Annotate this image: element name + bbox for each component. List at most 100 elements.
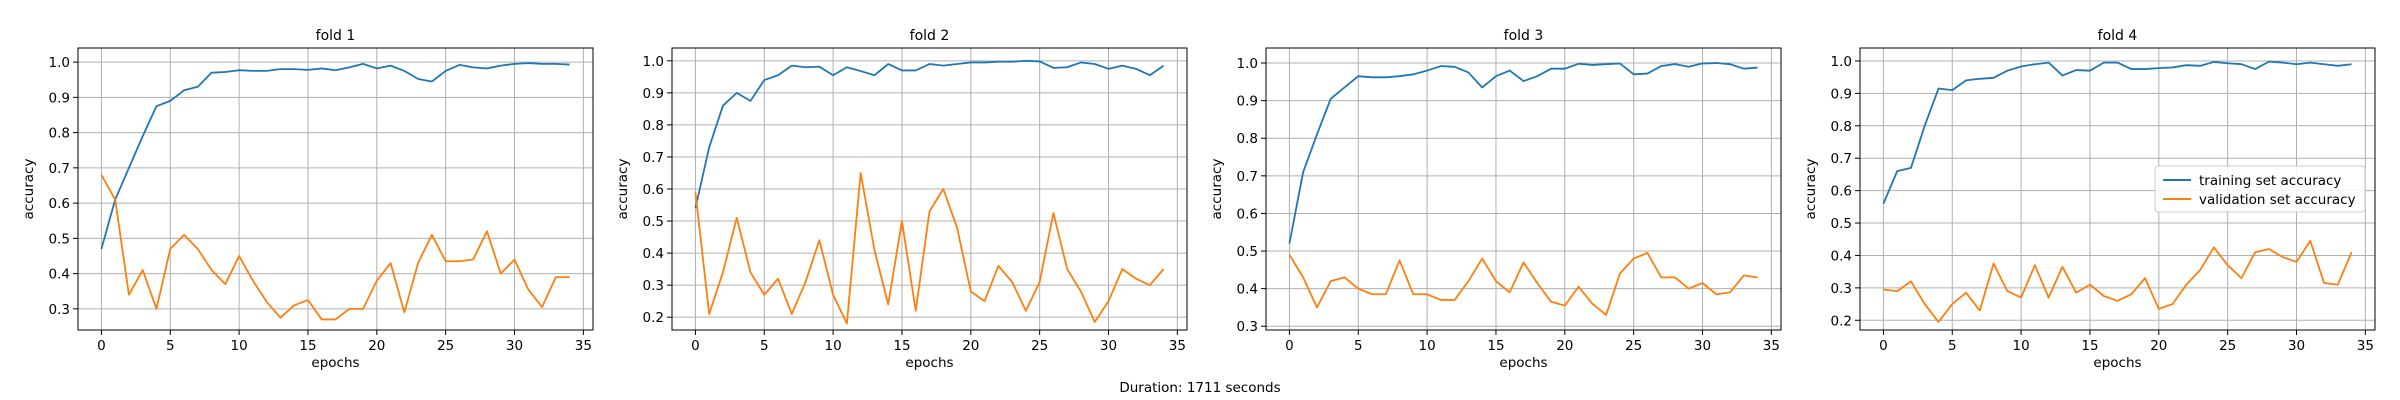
x-tick-label: 20 — [1556, 338, 1573, 354]
y-tick-label: 0.6 — [1831, 184, 1852, 200]
y-tick-label: 0.8 — [1831, 119, 1852, 135]
y-tick-label: 0.7 — [643, 150, 664, 166]
validation-accuracy-line — [1288, 252, 1758, 316]
y-tick-label: 0.5 — [643, 214, 664, 230]
subplot-grid: 0 5 10 15 20 25 30 35 0.3 0.4 0.5 0.6 0.7 0.8 0.9 1.0 fo… — [21, 28, 2376, 371]
y-tick-label: 0.8 — [643, 118, 664, 134]
y-tick-label: 0.9 — [643, 86, 664, 102]
validation-accuracy-line — [694, 172, 1165, 325]
x-axis-label: epochs — [2093, 355, 2141, 371]
subplot-title: fold 2 — [910, 28, 950, 44]
x-tick-label: 5 — [760, 338, 769, 354]
subplot-fold-4: 0 5 10 15 20 25 30 35 0.2 0.3 0.4 0.5 0.6 0.7 0.8 0.9 1.… — [1803, 28, 2376, 371]
y-tick-label: 0.6 — [49, 196, 70, 212]
x-tick-label: 15 — [299, 338, 316, 354]
subplot-title: fold 1 — [316, 28, 356, 44]
y-tick-label: 0.9 — [1237, 94, 1258, 110]
x-axis-label: epochs — [905, 355, 953, 371]
axes-frame — [671, 47, 1188, 331]
y-tick-label: 0.8 — [49, 126, 70, 142]
y-tick-label: 0.3 — [1237, 319, 1258, 335]
y-tick-label: 0.7 — [49, 161, 70, 177]
subplot-fold-2: 0 5 10 15 20 25 30 35 0.2 0.3 0.4 0.5 0.6 0.7 0.8 0.9 1.… — [615, 28, 1188, 371]
y-tick-label: 0.4 — [1237, 282, 1258, 298]
y-tick-label: 0.5 — [1237, 244, 1258, 260]
x-tick-label: 30 — [1694, 338, 1711, 354]
x-tick-label: 35 — [2357, 338, 2374, 354]
x-tick-label: 35 — [1763, 338, 1780, 354]
plot-area — [1266, 48, 1781, 330]
y-tick-label: 0.4 — [643, 246, 664, 262]
y-tick-label: 0.3 — [1831, 281, 1852, 297]
x-tick-label: 25 — [2219, 338, 2236, 354]
legend-label-training: training set accuracy — [2199, 173, 2341, 189]
subplot-title: fold 3 — [1504, 28, 1544, 44]
y-axis-label: accuracy — [1803, 159, 1819, 220]
x-tick-label: 20 — [962, 338, 979, 354]
x-tick-label: 0 — [97, 338, 106, 354]
training-accuracy-line — [1882, 60, 2352, 204]
validation-accuracy-line — [100, 174, 570, 321]
x-axis-label: epochs — [311, 355, 359, 371]
x-tick-label: 35 — [1169, 338, 1186, 354]
x-tick-label: 10 — [825, 338, 842, 354]
x-tick-label: 15 — [2081, 338, 2098, 354]
training-accuracy-line — [100, 62, 570, 250]
y-tick-label: 0.4 — [1831, 248, 1852, 264]
x-tick-label: 30 — [506, 338, 523, 354]
y-axis-label: accuracy — [1209, 159, 1225, 220]
plot-area — [78, 48, 593, 330]
x-tick-label: 10 — [231, 338, 248, 354]
axes-frame — [1859, 47, 2376, 331]
x-tick-label: 10 — [2013, 338, 2030, 354]
x-tick-label: 0 — [1879, 338, 1888, 354]
x-tick-label: 10 — [1419, 338, 1436, 354]
x-tick-label: 25 — [437, 338, 454, 354]
y-tick-label: 1.0 — [49, 55, 70, 71]
x-tick-label: 35 — [575, 338, 592, 354]
axes-frame — [77, 47, 594, 331]
y-tick-label: 1.0 — [643, 54, 664, 70]
x-tick-label: 25 — [1031, 338, 1048, 354]
y-tick-label: 1.0 — [1831, 54, 1852, 70]
x-tick-label: 20 — [2150, 338, 2167, 354]
x-tick-label: 0 — [1285, 338, 1294, 354]
x-tick-label: 25 — [1625, 338, 1642, 354]
y-axis-label: accuracy — [615, 159, 631, 220]
y-tick-label: 0.5 — [49, 231, 70, 247]
x-tick-label: 5 — [166, 338, 175, 354]
y-tick-label: 0.6 — [643, 182, 664, 198]
legend: training set accuracy validation set accu… — [2154, 165, 2366, 213]
training-accuracy-line — [694, 59, 1165, 209]
y-tick-label: 0.2 — [1831, 313, 1852, 329]
subplot-fold-1: 0 5 10 15 20 25 30 35 0.3 0.4 0.5 0.6 0.7 0.8 0.9 1.0 fo… — [21, 28, 594, 371]
subplot-title: fold 4 — [2098, 28, 2138, 44]
x-tick-label: 30 — [1100, 338, 1117, 354]
figure-caption: Duration: 1711 seconds — [1119, 380, 1280, 396]
x-tick-label: 15 — [1487, 338, 1504, 354]
legend-label-validation: validation set accuracy — [2199, 192, 2356, 208]
x-tick-label: 5 — [1354, 338, 1363, 354]
subplot-fold-3: 0 5 10 15 20 25 30 35 0.3 0.4 0.5 0.6 0.7 0.8 0.9 1.0 fo… — [1209, 28, 1782, 371]
y-tick-label: 0.3 — [643, 278, 664, 294]
y-tick-label: 0.9 — [1831, 86, 1852, 102]
x-tick-label: 15 — [893, 338, 910, 354]
y-tick-label: 0.9 — [49, 90, 70, 106]
x-tick-label: 20 — [368, 338, 385, 354]
x-axis-label: epochs — [1499, 355, 1547, 371]
axes-frame — [1265, 47, 1782, 331]
x-tick-label: 30 — [2288, 338, 2305, 354]
y-tick-label: 0.2 — [643, 310, 664, 326]
y-axis-label: accuracy — [21, 159, 37, 220]
y-tick-label: 0.5 — [1831, 216, 1852, 232]
validation-accuracy-line — [1883, 239, 2353, 323]
x-tick-label: 5 — [1948, 338, 1957, 354]
x-tick-label: 0 — [691, 338, 700, 354]
legend-box — [2154, 165, 2366, 213]
y-tick-label: 0.7 — [1831, 151, 1852, 167]
y-tick-label: 0.6 — [1237, 206, 1258, 222]
training-accuracy-line — [1288, 62, 1758, 244]
y-tick-label: 0.4 — [49, 267, 70, 283]
y-tick-label: 0.7 — [1237, 169, 1258, 185]
